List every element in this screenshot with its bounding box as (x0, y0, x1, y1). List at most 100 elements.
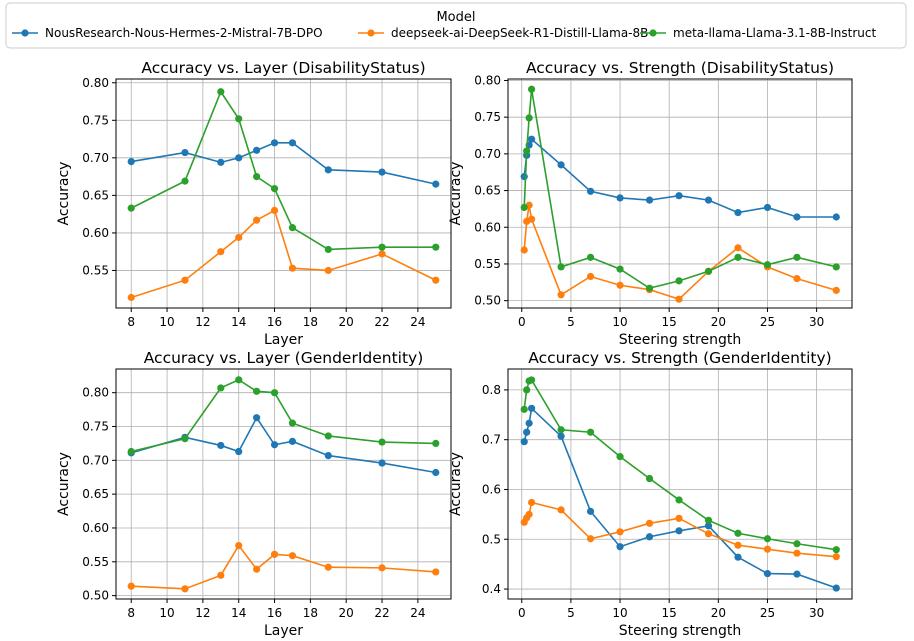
data-point (523, 428, 531, 436)
data-point (557, 291, 565, 299)
data-point (734, 529, 742, 537)
data-point (253, 414, 261, 422)
data-point (217, 248, 225, 256)
series-line-1 (131, 544, 436, 590)
data-point (432, 180, 440, 188)
data-point (270, 185, 279, 193)
y-tick-label: 0.50 (474, 294, 501, 308)
data-point (763, 261, 772, 269)
data-point (235, 376, 243, 384)
x-tick-label: 16 (267, 606, 282, 620)
data-point (675, 527, 683, 535)
data-point (127, 293, 135, 302)
data-point (527, 215, 536, 223)
data-point (253, 565, 261, 573)
y-tick-label: 0.70 (474, 147, 501, 161)
data-point (378, 250, 386, 258)
y-tick-label: 0.55 (82, 555, 109, 569)
data-point (217, 441, 225, 450)
data-point (763, 545, 772, 553)
chart-1: 0 5 10 15 20 25 30 0.50 0.55 0.60 0.65 0.70 0.75 0.80… (448, 59, 853, 348)
y-tick-label: 0.55 (474, 257, 501, 271)
data-point (217, 384, 225, 392)
data-point (675, 192, 683, 200)
data-point (378, 438, 386, 446)
x-tick-label: 16 (267, 315, 282, 329)
x-tick-label: 10 (612, 315, 627, 329)
y-tick-label: 0.65 (82, 487, 109, 501)
data-point (288, 552, 297, 560)
x-axis-label: Steering strength (619, 623, 741, 639)
data-point (832, 213, 840, 221)
data-point (235, 154, 243, 162)
data-point (235, 541, 243, 550)
data-point (181, 177, 189, 185)
x-tick-label: 15 (662, 315, 677, 329)
chart-title: Accuracy vs. Layer (DisabilityStatus) (141, 59, 425, 77)
x-tick-label: 22 (374, 606, 389, 620)
legend-label: meta-llama-Llama-3.1-8B-Instruct (673, 26, 876, 40)
data-point (763, 535, 772, 543)
x-tick-label: 14 (231, 606, 246, 620)
series-line-2 (523, 89, 837, 290)
data-point (832, 286, 840, 294)
data-point (520, 438, 528, 446)
data-point (324, 432, 332, 440)
data-point (557, 432, 565, 440)
data-point (270, 206, 279, 214)
data-point (645, 284, 654, 292)
data-point (127, 447, 135, 456)
y-axis-label: Accuracy (448, 452, 464, 516)
data-point (734, 253, 742, 261)
y-tick-label: 0.75 (82, 113, 109, 127)
data-point (378, 564, 386, 572)
y-tick-label: 0.5 (482, 532, 501, 546)
legend-entry-2: meta-llama-Llama-3.1-8B-Instruct (640, 26, 876, 40)
data-point (616, 543, 624, 551)
data-point (525, 114, 533, 122)
data-point (616, 528, 624, 536)
y-tick-label: 0.4 (482, 582, 501, 596)
y-tick-label: 0.6 (482, 482, 501, 496)
data-point (586, 272, 595, 281)
y-tick-label: 0.60 (82, 521, 109, 535)
x-tick-label: 24 (410, 315, 425, 329)
data-point (253, 216, 261, 224)
data-point (253, 387, 261, 395)
data-point (793, 549, 801, 557)
x-tick-label: 14 (231, 315, 246, 329)
x-tick-label: 5 (567, 606, 575, 620)
data-point (288, 264, 297, 272)
data-point (675, 496, 683, 504)
y-tick-label: 0.75 (474, 110, 501, 124)
series-line-2 (131, 378, 436, 453)
data-point (704, 267, 713, 275)
data-point (378, 459, 386, 467)
data-point (525, 510, 533, 518)
data-point (432, 439, 440, 448)
data-point (527, 135, 536, 143)
x-tick-label: 30 (809, 315, 824, 329)
y-tick-label: 0.60 (474, 220, 501, 234)
data-point (832, 584, 840, 592)
data-point (127, 204, 135, 212)
y-tick-label: 0.75 (82, 420, 109, 434)
data-point (520, 405, 528, 413)
x-tick-label: 10 (159, 315, 174, 329)
data-point (645, 519, 654, 527)
data-point (181, 585, 189, 593)
data-point (525, 419, 533, 427)
data-point (704, 522, 713, 530)
legend-entry-1: deepseek-ai-DeepSeek-R1-Distill-Llama-8B (358, 26, 648, 40)
data-point (378, 168, 386, 176)
data-point (586, 187, 595, 195)
data-point (288, 224, 297, 232)
data-point (763, 570, 772, 578)
data-point (181, 435, 189, 443)
data-point (704, 516, 713, 524)
data-point (217, 571, 225, 579)
chart-0: 8 10 12 14 16 18 20 22 24 0.55 0.60 0.65 0.70 0.75 0.8… (56, 59, 452, 348)
data-point (432, 568, 440, 576)
y-tick-label: 0.80 (82, 386, 109, 400)
